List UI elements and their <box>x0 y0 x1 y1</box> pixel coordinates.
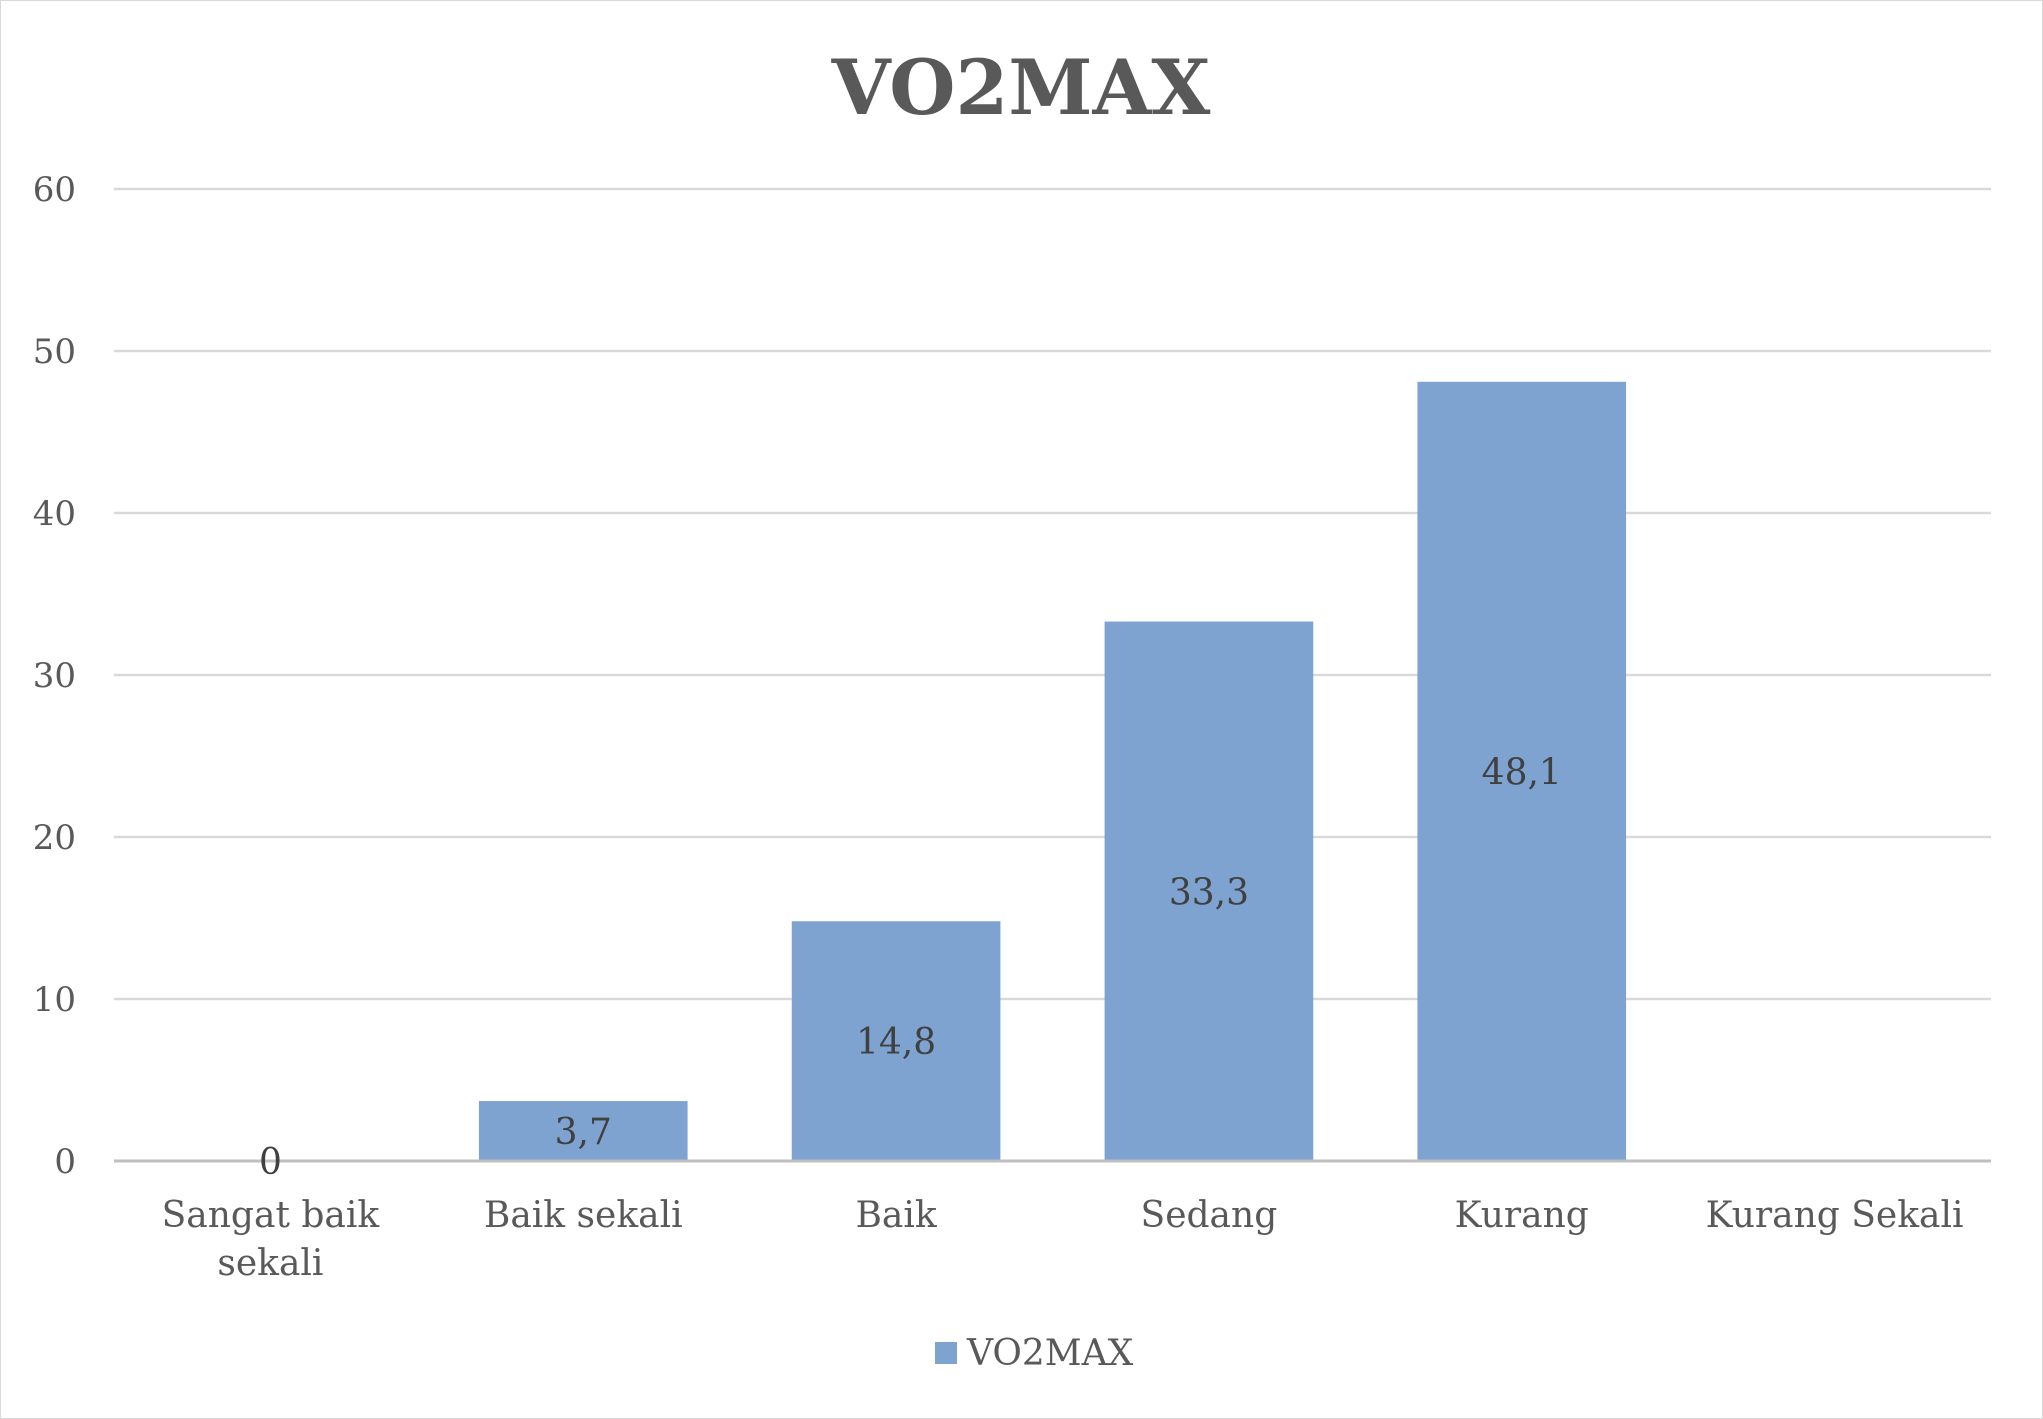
bar <box>1417 381 1627 1161</box>
bars <box>478 381 1627 1161</box>
y-tick-label: 0 <box>54 1142 76 1182</box>
x-category-label: Sedang <box>1141 1195 1278 1236</box>
data-label: 33,3 <box>1169 872 1249 913</box>
y-tick-label: 50 <box>33 332 76 372</box>
x-category-label: Baik <box>855 1195 937 1236</box>
data-label: 3,7 <box>555 1112 612 1153</box>
data-label: 0 <box>259 1142 282 1183</box>
legend-label: VO2MAX <box>966 1333 1134 1374</box>
x-axis-categories: Sangat baik sekali Baik sekali Baik Sedang Ku… <box>162 1195 1964 1284</box>
y-tick-label: 30 <box>33 656 76 696</box>
x-category-label: sekali <box>217 1243 323 1284</box>
x-category-label: Baik sekali <box>484 1195 683 1236</box>
legend: VO2MAX <box>935 1333 1134 1374</box>
y-axis-ticks: 0 10 20 30 40 50 60 <box>33 170 76 1182</box>
x-category-label: Kurang Sekali <box>1706 1195 1964 1236</box>
legend-swatch <box>935 1342 957 1364</box>
chart-title: VO2MAX <box>831 43 1211 132</box>
y-tick-label: 20 <box>33 818 76 858</box>
bar <box>478 1101 688 1161</box>
bar <box>791 921 1001 1161</box>
x-category-label: Kurang <box>1455 1195 1589 1236</box>
y-tick-label: 60 <box>33 170 76 210</box>
y-tick-label: 10 <box>33 980 76 1020</box>
bar <box>1104 621 1314 1161</box>
data-label: 48,1 <box>1482 752 1562 793</box>
data-labels: 0 3,7 14,8 33,3 48,1 <box>259 752 1562 1183</box>
x-category-label: Sangat baik <box>162 1195 381 1236</box>
data-label: 14,8 <box>856 1022 936 1063</box>
gridlines <box>114 187 1991 1001</box>
y-tick-label: 40 <box>33 494 76 534</box>
